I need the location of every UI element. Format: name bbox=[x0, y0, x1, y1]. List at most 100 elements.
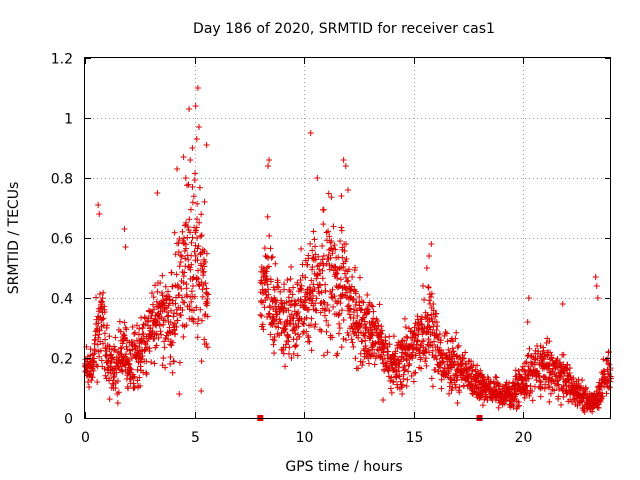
data-point bbox=[190, 318, 197, 325]
data-point bbox=[309, 255, 316, 262]
data-point bbox=[425, 283, 432, 290]
data-point bbox=[194, 200, 201, 207]
data-point bbox=[404, 376, 411, 383]
data-point bbox=[189, 145, 196, 151]
data-point bbox=[201, 248, 208, 255]
data-point bbox=[181, 269, 188, 276]
data-point bbox=[370, 315, 377, 322]
data-point bbox=[198, 232, 205, 239]
x-tick-label: 0 bbox=[81, 430, 90, 446]
data-point bbox=[364, 348, 371, 355]
data-point bbox=[387, 377, 394, 384]
y-tick-label: 0 bbox=[64, 412, 73, 428]
data-point bbox=[421, 296, 428, 303]
data-point bbox=[86, 384, 93, 391]
data-point bbox=[317, 309, 324, 316]
data-point bbox=[312, 243, 319, 250]
data-point bbox=[355, 365, 362, 372]
data-point bbox=[264, 213, 271, 220]
data-point bbox=[127, 365, 134, 372]
data-point bbox=[195, 275, 202, 282]
data-point bbox=[192, 252, 199, 259]
data-point bbox=[342, 163, 349, 169]
data-point bbox=[292, 330, 299, 337]
data-point bbox=[282, 363, 289, 370]
data-point bbox=[282, 326, 289, 333]
data-point bbox=[116, 318, 123, 325]
data-point bbox=[420, 282, 427, 289]
data-point bbox=[429, 383, 436, 390]
data-point bbox=[423, 265, 430, 271]
data-point bbox=[323, 328, 330, 335]
data-point bbox=[147, 325, 154, 332]
data-point bbox=[267, 245, 274, 252]
data-point bbox=[189, 315, 196, 322]
data-point bbox=[336, 320, 343, 327]
data-point bbox=[122, 244, 129, 250]
y-tick-label: 1.2 bbox=[51, 52, 73, 68]
data-point bbox=[203, 142, 210, 148]
data-point bbox=[121, 226, 128, 232]
data-point bbox=[127, 350, 134, 357]
data-point bbox=[307, 240, 314, 247]
data-point bbox=[323, 260, 330, 267]
data-point bbox=[313, 295, 320, 302]
data-point bbox=[261, 304, 268, 311]
data-point bbox=[298, 282, 305, 289]
data-point bbox=[537, 378, 544, 385]
data-point bbox=[151, 360, 158, 367]
data-point bbox=[174, 166, 181, 172]
data-point bbox=[303, 328, 310, 335]
data-point bbox=[310, 228, 317, 235]
data-point bbox=[182, 255, 189, 262]
data-point bbox=[274, 330, 281, 337]
data-point bbox=[298, 245, 305, 252]
data-point bbox=[344, 278, 351, 285]
data-point bbox=[200, 268, 207, 275]
data-point bbox=[369, 303, 376, 310]
y-tick-label: 0.4 bbox=[51, 292, 73, 308]
data-point bbox=[272, 260, 279, 267]
data-point bbox=[312, 321, 319, 328]
data-point bbox=[197, 233, 204, 240]
data-point bbox=[442, 329, 449, 336]
data-point bbox=[297, 277, 304, 284]
data-point bbox=[336, 325, 343, 332]
data-point bbox=[526, 345, 533, 352]
data-point bbox=[154, 190, 161, 196]
data-point bbox=[362, 343, 369, 350]
data-point bbox=[324, 301, 331, 308]
data-point bbox=[329, 286, 336, 293]
data-point bbox=[276, 316, 283, 323]
y-tick-label: 0.8 bbox=[51, 172, 73, 188]
data-point bbox=[173, 323, 180, 330]
data-point bbox=[275, 324, 282, 331]
data-point bbox=[139, 325, 146, 332]
data-point bbox=[315, 253, 322, 260]
data-point bbox=[359, 362, 366, 369]
data-point bbox=[512, 367, 519, 374]
data-point bbox=[175, 284, 182, 291]
data-point bbox=[328, 194, 335, 201]
data-point bbox=[329, 250, 336, 257]
data-point bbox=[195, 315, 202, 322]
data-point bbox=[322, 287, 329, 294]
data-point bbox=[524, 319, 531, 325]
data-point bbox=[172, 300, 179, 307]
data-point bbox=[376, 301, 383, 308]
data-point bbox=[449, 345, 456, 352]
data-point bbox=[509, 379, 516, 386]
data-point bbox=[290, 350, 297, 357]
data-point bbox=[425, 284, 432, 291]
data-point bbox=[177, 259, 184, 266]
data-point bbox=[288, 263, 295, 270]
data-point bbox=[118, 345, 125, 352]
data-point bbox=[259, 321, 266, 328]
data-point bbox=[194, 257, 201, 264]
data-point bbox=[345, 332, 352, 339]
data-point bbox=[320, 298, 327, 305]
data-point bbox=[95, 320, 102, 327]
data-point bbox=[342, 267, 349, 274]
data-point bbox=[100, 315, 107, 322]
